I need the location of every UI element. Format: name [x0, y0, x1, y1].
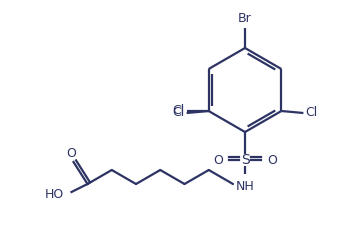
Text: HO: HO	[44, 187, 64, 201]
Text: O: O	[213, 153, 223, 167]
Text: Cl: Cl	[305, 106, 318, 119]
Text: O: O	[267, 153, 277, 167]
Text: Br: Br	[238, 12, 252, 25]
Text: Cl: Cl	[172, 106, 185, 119]
Text: S: S	[241, 153, 249, 167]
Text: O: O	[67, 147, 76, 160]
Text: Cl: Cl	[172, 105, 185, 118]
Text: NH: NH	[236, 180, 254, 193]
